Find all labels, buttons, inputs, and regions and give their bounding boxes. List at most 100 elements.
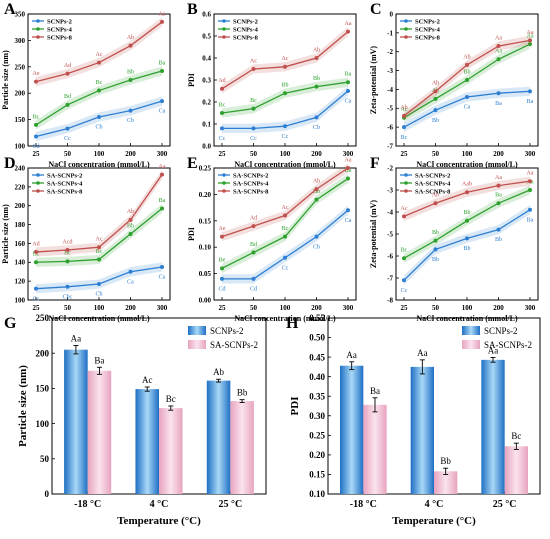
data-label: Bc (64, 251, 71, 257)
x-tick-label: 25 (401, 150, 409, 158)
legend: SCNPs-2 SA-SCNPs-2 (462, 326, 532, 350)
data-point (34, 260, 38, 265)
bar (206, 380, 231, 494)
data-label: Ba (495, 193, 502, 199)
data-label: Cd (250, 287, 257, 293)
data-point (465, 236, 469, 241)
data-point (528, 207, 532, 212)
x-tick-label: 100 (280, 150, 291, 158)
series-sa-scnps-8: Ac Ab Aab Aa Aa (401, 171, 534, 222)
panel-letter: B (187, 1, 198, 18)
y-tick-label: 0.20 (309, 450, 325, 460)
data-label: Bb (432, 118, 439, 124)
error-band (404, 205, 530, 285)
x-tick-label: 25 °C (218, 499, 242, 510)
data-label: Cc (401, 288, 408, 294)
y-tick-label: 150 (15, 116, 26, 124)
x-axis-label: NaCl concentration (mmol/L) (48, 160, 150, 169)
data-label: Ca (127, 279, 134, 285)
x-tick-label: 25 °C (493, 499, 517, 510)
bar (434, 471, 458, 494)
y-tick-label: 250 (15, 63, 26, 71)
data-point (496, 57, 501, 62)
y-tick-label: 0.0 (202, 142, 211, 150)
data-label: Ca (159, 109, 166, 115)
series-sa-scnps-2: Cc Bb Bb Bb Ba (401, 205, 534, 294)
error-band (222, 86, 348, 134)
data-point (160, 99, 164, 104)
y-tick-label: 0 (390, 10, 394, 18)
legend-label: SA-SCNPs-8 (233, 189, 269, 196)
error-band (404, 176, 530, 222)
data-label: Cb (127, 118, 134, 124)
y-tick-label: 300 (15, 37, 26, 45)
data-point (346, 80, 350, 85)
data-label: Ab (432, 193, 439, 199)
data-label: Ad (218, 78, 225, 84)
x-tick-label: 200 (311, 150, 322, 158)
data-label: Bd (250, 242, 257, 248)
data-point (496, 44, 501, 49)
data-point (465, 190, 469, 195)
data-point (97, 245, 101, 250)
panel-f: F -8 -7 -6 -5 -4 -3 -2 25 50 100 200 300 NaCl concent… (369, 155, 539, 323)
data-point (65, 71, 70, 76)
legend-label: SA-SCNPs-8 (47, 189, 83, 196)
panel-c: C -7 -6 -5 -4 -3 -2 -1 0 25 50 100 200 300 NaCl concen… (369, 1, 539, 169)
x-tick-label: 300 (157, 304, 168, 312)
x-tick-label: 200 (493, 304, 504, 312)
data-label: Ac (96, 52, 103, 58)
data-label: Cb (95, 125, 102, 131)
data-label: Bc (282, 226, 289, 232)
data-label: Ab (313, 179, 320, 185)
legend-marker (36, 35, 40, 39)
data-point (128, 43, 133, 48)
data-point (251, 250, 256, 255)
data-label: Bb (463, 210, 470, 216)
x-tick-label: 25 (401, 304, 409, 312)
data-point (528, 188, 532, 192)
data-label: Bb (127, 69, 134, 75)
data-label: Ca (345, 218, 352, 224)
legend-marker (222, 35, 226, 39)
legend-marker (36, 27, 40, 31)
y-tick-label: 0.10 (309, 489, 325, 499)
data-label: Bc (166, 394, 176, 404)
data-point (346, 89, 350, 93)
data-label: Bb (313, 189, 320, 195)
y-tick-label: 220 (15, 183, 26, 191)
error-band (222, 205, 348, 284)
data-label: Ba (495, 101, 502, 107)
bar (340, 365, 364, 494)
series-scnps-2: Aa Aa Aa (340, 346, 505, 494)
x-tick-label: 50 (64, 150, 72, 158)
y-tick-label: 0 (45, 489, 50, 499)
x-axis-label: Temperature (°C) (392, 515, 476, 527)
panel-a: A 100 150 200 250 300 350 25 50 100 200 300 NaCl con… (1, 1, 171, 169)
data-label: Ba (527, 217, 534, 223)
panel-letter: G (4, 315, 17, 332)
data-label: Cc (33, 296, 40, 302)
x-tick-label: 100 (280, 304, 291, 312)
x-tick-label: 100 (462, 150, 473, 158)
data-point (496, 227, 501, 232)
data-label: Ba (370, 386, 380, 396)
legend-label: SCNPs-2 (47, 19, 72, 26)
data-point (314, 115, 319, 120)
data-point (65, 126, 70, 131)
legend-label: SA-SCNPs-2 (415, 173, 450, 180)
x-axis-label: NaCl concentration (mmol/L) (416, 160, 518, 169)
data-point (251, 67, 256, 71)
data-point (34, 122, 38, 127)
series-sa-scnps-2: Ba Bc Bb (87, 355, 254, 494)
x-tick-label: 200 (311, 304, 322, 312)
data-point (496, 183, 501, 188)
data-label: Ac (282, 205, 289, 211)
x-tick-label: 50 (250, 150, 258, 158)
y-tick-label: 0.15 (309, 470, 325, 480)
y-tick-label: 0.1 (202, 120, 211, 128)
legend-label: SCNPs-2 (484, 326, 518, 336)
data-point (97, 257, 101, 262)
